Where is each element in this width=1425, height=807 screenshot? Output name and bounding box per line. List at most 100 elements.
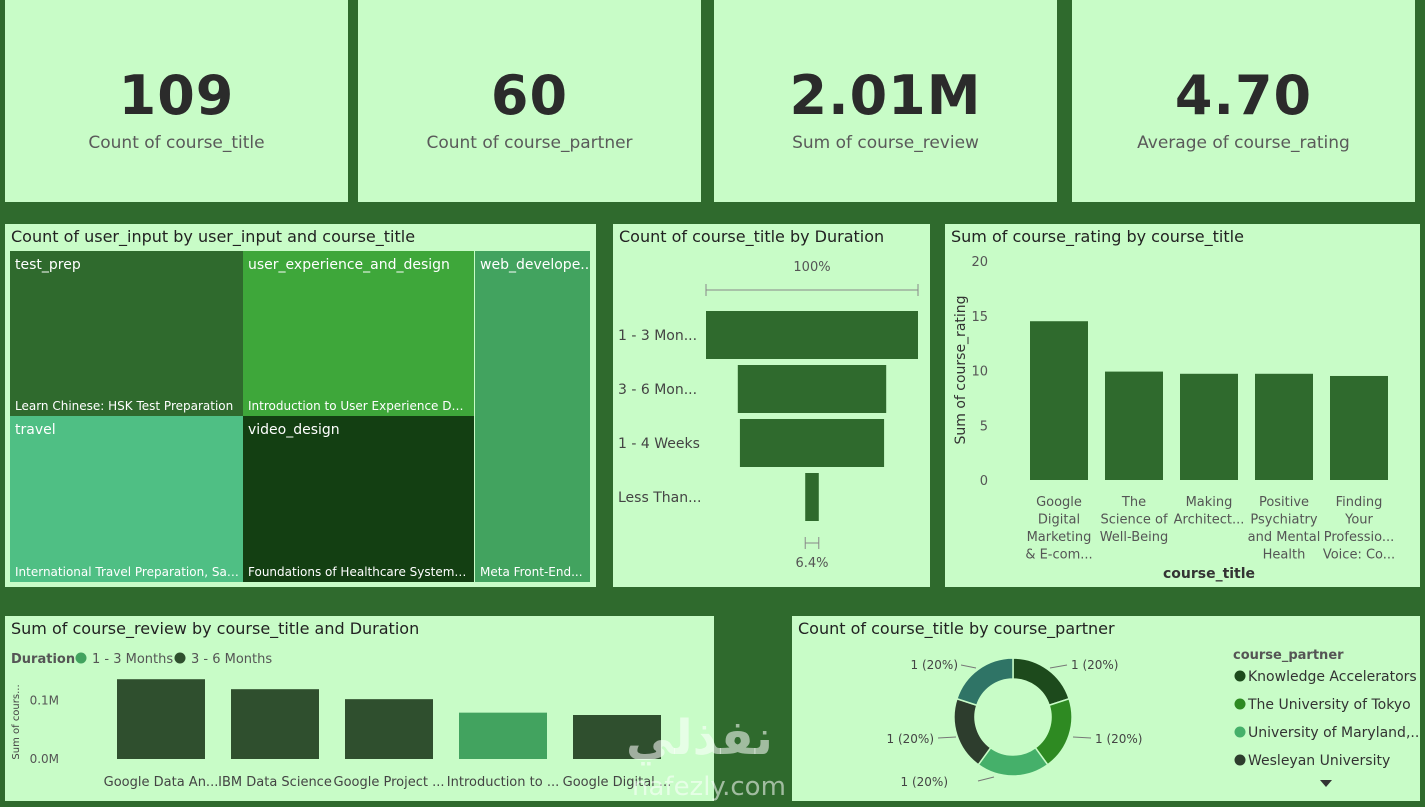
treemap-panel[interactable]: Count of user_input by user_input and co… [5, 224, 596, 587]
x-tick-label: Google Project ... [334, 775, 445, 790]
funnel-bar [706, 311, 918, 359]
rating-bar [1030, 321, 1088, 480]
kpi-value: 109 [118, 64, 235, 127]
y-tick-label: 0.1M [30, 693, 59, 707]
x-tick-label: Marketing [1027, 530, 1092, 545]
slice-label: 1 (20%) [1071, 658, 1118, 672]
funnel-panel[interactable]: Count of course_title by Duration 100% 1 … [613, 224, 930, 587]
slice-label: 1 (20%) [887, 732, 934, 746]
x-tick-label: Digital [1038, 513, 1080, 528]
kpi-label: Count of course_partner [426, 133, 633, 153]
donut-slice [1012, 657, 1071, 707]
legend-title: Duration [11, 652, 75, 667]
funnel-top-label: 100% [793, 260, 830, 275]
legend-label: 3 - 6 Months [191, 652, 272, 667]
tile-item: Learn Chinese: HSK Test Preparation [15, 399, 234, 413]
slice-label: 1 (20%) [911, 658, 958, 672]
x-tick-label: Architect... [1174, 513, 1245, 528]
slice-leader-line [937, 736, 957, 739]
kpi-card-sum-review[interactable]: 2.01M Sum of course_review [714, 0, 1057, 202]
kpi-card-avg-rating[interactable]: 4.70 Average of course_rating [1072, 0, 1415, 202]
y-tick-label: 5 [980, 419, 988, 434]
x-tick-label: Positive [1259, 495, 1309, 510]
legend-dot [1234, 698, 1246, 710]
rating-bar [1105, 371, 1163, 480]
kpi-card-count-title[interactable]: 109 Count of course_title [5, 0, 348, 202]
y-axis-label: Sum of cours... [11, 684, 22, 759]
slice-leader-line [977, 776, 995, 782]
treemap-tile-ux-design[interactable]: user_experience_and_design Introduction … [243, 251, 474, 416]
x-tick-label: The [1121, 495, 1146, 510]
x-tick-label: Google Digital ... [563, 775, 672, 790]
review-bar [573, 715, 661, 759]
x-tick-label: Finding [1336, 495, 1383, 510]
x-tick-label: & E-com... [1025, 548, 1092, 563]
legend-label: The University of Tokyo [1247, 697, 1411, 713]
y-tick-label: 15 [971, 310, 988, 325]
slice-label: 1 (20%) [1095, 732, 1142, 746]
kpi-card-count-partner[interactable]: 60 Count of course_partner [358, 0, 701, 202]
donut-slice [953, 697, 992, 766]
donut-slice [977, 746, 1049, 777]
x-tick-label: and Mental [1248, 530, 1321, 545]
x-axis-label: course_title [1163, 566, 1255, 582]
funnel-category-label: 1 - 3 Mon... [618, 328, 697, 344]
review-bar [459, 712, 547, 759]
treemap-tile-test-prep[interactable]: test_prep Learn Chinese: HSK Test Prepar… [10, 251, 243, 416]
kpi-label: Count of course_title [88, 133, 265, 153]
x-tick-label: IBM Data Science [218, 775, 332, 790]
slice-leader-line [1049, 664, 1068, 669]
x-tick-label: Voice: Co... [1323, 548, 1395, 563]
y-tick-label: 10 [971, 365, 988, 380]
review-bar-title: Sum of course_review by course_title and… [11, 619, 420, 638]
treemap-tile-web-dev[interactable]: web_develope... Meta Front-End... [475, 251, 590, 582]
review-bar [345, 699, 433, 759]
slice-label: 1 (20%) [901, 775, 948, 789]
tile-category: travel [15, 422, 56, 438]
rating-bar-chart: 0 5 10 15 20 Sum of course_rating Google Digita… [953, 255, 1395, 582]
funnel-bar [737, 365, 887, 413]
treemap-title: Count of user_input by user_input and co… [11, 227, 416, 246]
tile-item: International Travel Preparation, Saf... [15, 565, 239, 579]
slice-leader-line [1072, 736, 1092, 739]
donut-panel[interactable]: Count of course_title by course_partner … [792, 616, 1420, 801]
kpi-value: 2.01M [789, 64, 982, 127]
kpi-value: 4.70 [1174, 64, 1313, 127]
tile-category: web_develope... [480, 257, 590, 273]
legend-label: University of Maryland,... [1248, 725, 1420, 741]
treemap-tile-video-design[interactable]: video_design Foundations of Healthcare S… [243, 416, 474, 582]
slice-leader-line [960, 664, 977, 669]
funnel-bar [739, 419, 885, 467]
y-tick-label: 20 [971, 255, 988, 270]
donut-chart: 1 (20%) 1 (20%) 1 (20%) 1 (20%) 1 (20%) cours… [887, 648, 1420, 789]
review-bar-chart: Duration 1 - 3 Months 3 - 6 Months 0.0M 0.1M… [11, 652, 672, 790]
legend-label: 1 - 3 Months [92, 652, 173, 667]
x-tick-label: Professio... [1324, 530, 1394, 545]
legend-dot [1234, 670, 1246, 682]
legend-label: Knowledge Accelerators [1248, 669, 1417, 685]
tile-item: Introduction to User Experience Des... [248, 399, 470, 413]
kpi-label: Average of course_rating [1137, 133, 1350, 153]
x-tick-label: Well-Being [1100, 530, 1169, 545]
rating-bar [1180, 373, 1238, 480]
funnel-bar [805, 473, 819, 521]
treemap-tile-travel[interactable]: travel International Travel Preparation,… [10, 416, 243, 582]
rating-bar-panel[interactable]: Sum of course_rating by course_title 0 5 1… [945, 224, 1420, 587]
rating-bar [1255, 373, 1313, 480]
rating-bar-title: Sum of course_rating by course_title [951, 227, 1244, 246]
x-tick-label: Google [1036, 495, 1082, 510]
watermark-latin: nafezly.com [632, 772, 786, 802]
tile-category: test_prep [15, 257, 81, 273]
x-tick-label: Introduction to ... [447, 775, 559, 790]
y-tick-label: 0 [980, 474, 988, 489]
funnel-category-label: 3 - 6 Mon... [618, 382, 697, 398]
review-bar [231, 689, 319, 759]
funnel-chart: 100% 1 - 3 Mon... 3 - 6 Mon... 1 - 4 Weeks L… [618, 260, 919, 571]
funnel-category-label: 1 - 4 Weeks [618, 436, 700, 452]
funnel-bottom-label: 6.4% [795, 556, 828, 571]
x-tick-label: Your [1344, 513, 1373, 528]
legend-dot [75, 652, 87, 664]
x-tick-label: Psychiatry [1250, 513, 1317, 528]
review-bar-panel[interactable]: Sum of course_review by course_title and… [5, 616, 714, 801]
legend-scroll-down-icon [1320, 780, 1332, 787]
